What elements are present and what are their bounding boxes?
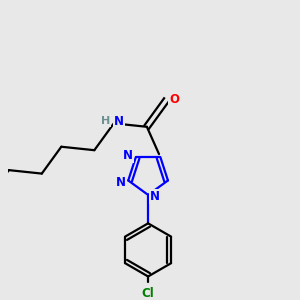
Text: N: N (114, 115, 124, 128)
Text: N: N (123, 149, 133, 162)
Text: Cl: Cl (142, 287, 154, 300)
Text: N: N (150, 190, 160, 203)
Text: O: O (169, 94, 179, 106)
Text: N: N (116, 176, 126, 189)
Text: H: H (101, 116, 110, 126)
